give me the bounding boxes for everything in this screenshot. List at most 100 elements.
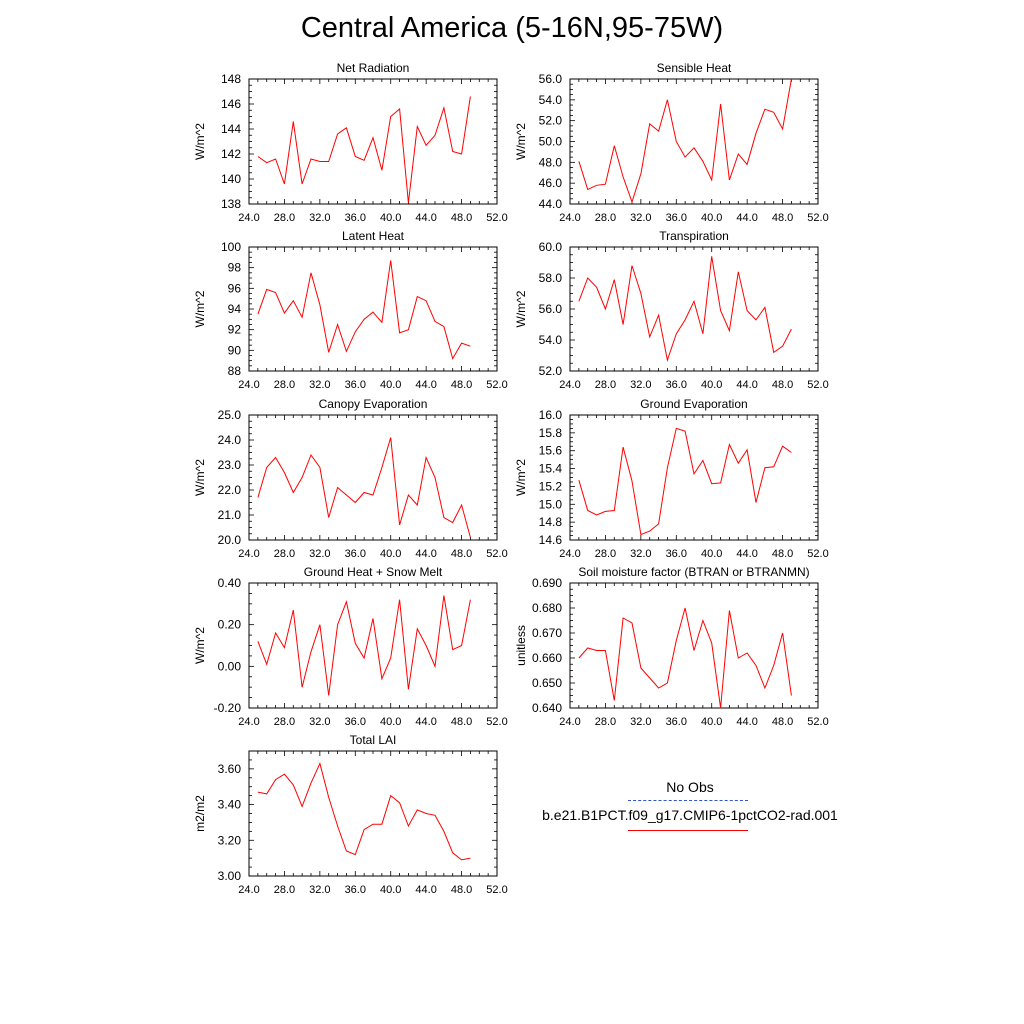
y-tick-label: 140 <box>221 172 241 186</box>
y-tick-label: 24.0 <box>218 433 242 447</box>
x-tick-label: 32.0 <box>630 548 651 560</box>
y-tick-label: 144 <box>221 122 241 136</box>
x-tick-label: 40.0 <box>701 716 722 728</box>
y-axis-label: W/m^2 <box>514 459 528 496</box>
x-tick-label: 48.0 <box>451 379 472 391</box>
y-tick-label: 14.8 <box>539 515 563 529</box>
y-tick-label: 96 <box>228 281 242 295</box>
y-tick-label: 0.680 <box>532 601 562 615</box>
y-tick-label: 54.0 <box>539 333 563 347</box>
panel-title: Total LAI <box>350 733 397 747</box>
panel-9: 24.0 28.0 32.0 36.0 40.0 44.0 48.0 52.0 3.00 3.20… <box>193 733 508 896</box>
x-tick-label: 24.0 <box>238 548 259 560</box>
x-tick-label: 24.0 <box>559 379 580 391</box>
y-tick-label: 0.40 <box>218 576 242 590</box>
panel-title: Soil moisture factor (BTRAN or BTRANMN) <box>578 565 809 579</box>
panel-title: Transpiration <box>659 229 729 243</box>
x-tick-label: 36.0 <box>345 716 366 728</box>
x-tick-label: 36.0 <box>666 212 687 224</box>
x-tick-label: 28.0 <box>274 716 295 728</box>
x-tick-label: 44.0 <box>415 379 436 391</box>
y-tick-label: 0.690 <box>532 576 562 590</box>
panel-2: 24.0 28.0 32.0 36.0 40.0 44.0 48.0 52.0 44.0 46.0… <box>514 61 829 224</box>
x-tick-label: 44.0 <box>736 379 757 391</box>
series-line <box>257 437 471 538</box>
series-line <box>257 260 471 360</box>
y-axis-label: m2/m2 <box>193 795 207 832</box>
x-tick-label: 52.0 <box>486 212 507 224</box>
y-axis-label: W/m^2 <box>514 123 528 160</box>
x-tick-label: 36.0 <box>345 379 366 391</box>
panel-5: 24.0 28.0 32.0 36.0 40.0 44.0 48.0 52.0 20.0 21.0… <box>193 397 508 560</box>
legend-obs-label: No Obs <box>666 779 714 795</box>
y-tick-label: 50.0 <box>539 135 563 149</box>
y-tick-label: 15.8 <box>539 426 563 440</box>
x-tick-label: 48.0 <box>772 548 793 560</box>
x-tick-label: 48.0 <box>772 379 793 391</box>
y-tick-label: 142 <box>221 147 241 161</box>
legend-model-label: b.e21.B1PCT.f09_g17.CMIP6-1pctCO2-rad.00… <box>542 807 838 823</box>
y-tick-label: 52.0 <box>539 114 563 128</box>
y-tick-label: 16.0 <box>539 408 563 422</box>
series-line <box>578 607 792 709</box>
series-line <box>578 427 792 536</box>
series-line <box>257 595 471 696</box>
x-tick-label: 52.0 <box>486 379 507 391</box>
panel-title: Net Radiation <box>337 61 410 75</box>
x-tick-label: 24.0 <box>238 379 259 391</box>
y-axis-label: W/m^2 <box>193 123 207 160</box>
x-tick-label: 32.0 <box>630 716 651 728</box>
y-axis-label: W/m^2 <box>193 627 207 664</box>
panel-title: Ground Evaporation <box>640 397 747 411</box>
x-tick-label: 28.0 <box>274 379 295 391</box>
y-tick-label: 0.640 <box>532 701 562 715</box>
y-axis-label: unitless <box>514 625 528 666</box>
x-tick-label: 32.0 <box>309 212 330 224</box>
x-tick-label: 36.0 <box>345 884 366 896</box>
panel-6: 24.0 28.0 32.0 36.0 40.0 44.0 48.0 52.0 14.6 14.8… <box>514 397 829 560</box>
y-tick-label: 54.0 <box>539 93 563 107</box>
x-tick-label: 48.0 <box>451 884 472 896</box>
x-tick-label: 36.0 <box>345 212 366 224</box>
page-title: Central America (5-16N,95-75W) <box>300 12 724 44</box>
x-tick-label: 52.0 <box>486 884 507 896</box>
y-tick-label: -0.20 <box>214 701 242 715</box>
panel-1: 24.0 28.0 32.0 36.0 40.0 44.0 48.0 52.0 138 140 14… <box>193 61 508 224</box>
x-tick-label: 40.0 <box>380 884 401 896</box>
x-tick-label: 44.0 <box>415 884 436 896</box>
panel-title: Ground Heat + Snow Melt <box>304 565 443 579</box>
x-tick-label: 48.0 <box>451 212 472 224</box>
y-tick-label: 44.0 <box>539 197 563 211</box>
x-tick-label: 44.0 <box>736 212 757 224</box>
x-tick-label: 24.0 <box>238 212 259 224</box>
x-tick-label: 40.0 <box>380 548 401 560</box>
y-tick-label: 48.0 <box>539 155 563 169</box>
y-tick-label: 148 <box>221 72 241 86</box>
plot-frame <box>569 414 819 541</box>
x-tick-label: 44.0 <box>736 548 757 560</box>
x-tick-label: 44.0 <box>415 548 436 560</box>
x-tick-label: 48.0 <box>451 548 472 560</box>
panel-title: Canopy Evaporation <box>319 397 428 411</box>
x-tick-label: 48.0 <box>451 716 472 728</box>
x-tick-label: 36.0 <box>666 716 687 728</box>
x-tick-label: 32.0 <box>309 716 330 728</box>
y-tick-label: 23.0 <box>218 458 242 472</box>
y-axis-label: W/m^2 <box>193 459 207 496</box>
y-tick-label: 0.00 <box>218 659 242 673</box>
plot-frame <box>569 582 819 709</box>
y-tick-label: 3.60 <box>218 762 242 776</box>
x-tick-label: 24.0 <box>238 716 259 728</box>
x-tick-label: 28.0 <box>595 548 616 560</box>
x-tick-label: 32.0 <box>630 379 651 391</box>
y-tick-label: 3.40 <box>218 798 242 812</box>
x-tick-label: 24.0 <box>559 716 580 728</box>
x-tick-label: 36.0 <box>345 548 366 560</box>
plot-frame <box>248 78 498 205</box>
y-tick-label: 0.660 <box>532 651 562 665</box>
x-tick-label: 40.0 <box>701 379 722 391</box>
y-tick-label: 100 <box>221 240 241 254</box>
x-tick-label: 32.0 <box>309 379 330 391</box>
series-line <box>257 762 471 861</box>
